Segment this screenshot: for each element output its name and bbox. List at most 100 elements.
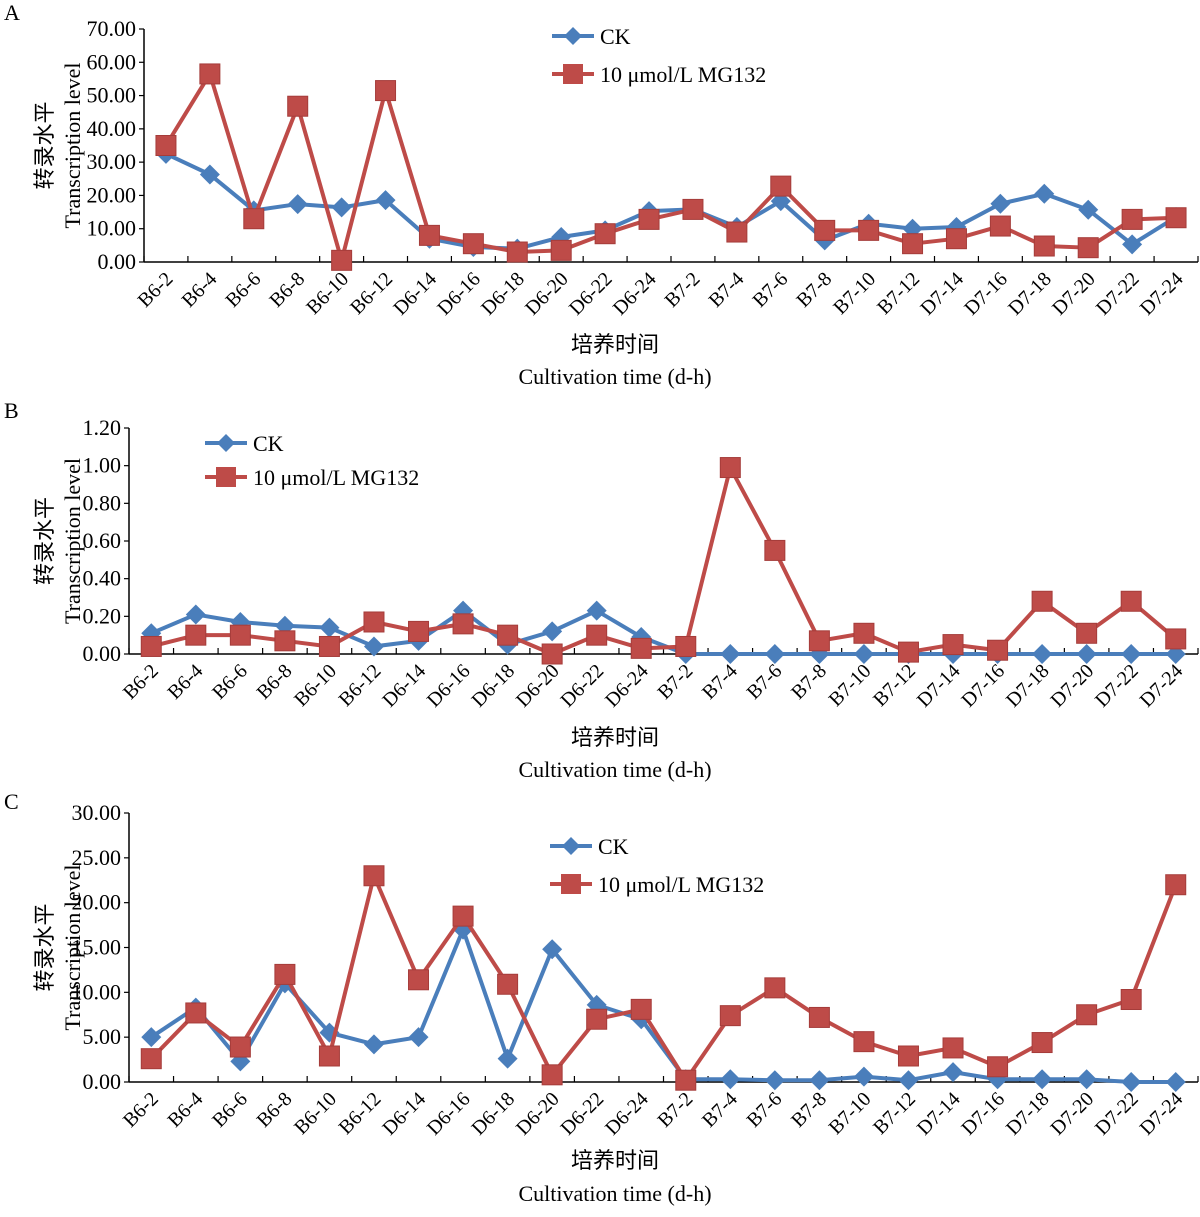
data-point-diamond	[199, 164, 220, 185]
data-point-square	[1165, 628, 1187, 650]
y-tick-label: 0.00	[83, 1069, 122, 1094]
legend-square-marker	[216, 467, 236, 487]
data-point-diamond	[363, 636, 384, 657]
data-point-diamond	[363, 1034, 384, 1055]
x-tick-label: D7-16	[957, 660, 1009, 712]
panel-label: A	[4, 0, 20, 25]
legend-square-marker	[561, 874, 581, 894]
data-point-square	[375, 80, 397, 102]
x-tick-label: B7-6	[743, 660, 787, 704]
data-point-square	[1077, 237, 1099, 259]
data-point-square	[719, 1005, 741, 1027]
x-tick-label: B7-2	[661, 268, 705, 312]
x-tick-label: B6-10	[290, 660, 341, 711]
x-axis-title-cn: 培养时间	[571, 332, 659, 357]
x-tick-label: D6-22	[557, 1088, 609, 1140]
x-tick-label: D6-22	[557, 660, 609, 712]
x-tick-label: B7-8	[787, 1088, 831, 1132]
x-tick-label: D6-18	[467, 660, 519, 712]
x-tick-label: D7-22	[1091, 660, 1143, 712]
data-point-square	[675, 1069, 697, 1091]
x-tick-label: B6-4	[164, 660, 208, 704]
data-point-square	[274, 963, 296, 985]
x-tick-label: D7-22	[1092, 268, 1144, 320]
x-axis-title: Cultivation time (d-h)	[518, 1181, 711, 1206]
series-mg132	[140, 457, 1187, 665]
x-tick-label: D7-18	[1002, 660, 1054, 712]
x-tick-label: B7-12	[873, 268, 924, 319]
data-point-diamond	[943, 1062, 964, 1083]
data-point-square	[726, 221, 748, 243]
y-tick-label: 30.00	[72, 800, 122, 825]
data-point-square	[185, 1002, 207, 1024]
x-tick-label: B7-4	[705, 268, 749, 312]
data-point-square	[897, 1045, 919, 1067]
data-point-diamond	[1034, 183, 1055, 204]
data-point-square	[630, 637, 652, 659]
data-point-square	[902, 233, 924, 255]
y-axis-title-cn: 转录水平	[32, 497, 57, 585]
data-point-square	[942, 634, 964, 656]
data-point-square	[550, 239, 572, 261]
y-tick-label: 20.00	[72, 890, 122, 915]
data-point-square	[1120, 989, 1142, 1011]
data-point-square	[719, 457, 741, 479]
y-tick-label: 0.00	[83, 641, 122, 666]
x-tick-label: B6-10	[302, 268, 353, 319]
data-point-diamond	[1078, 199, 1099, 220]
x-tick-label: D6-16	[423, 660, 475, 712]
y-tick-label: 15.00	[72, 935, 122, 960]
y-axis-title-cn: 转录水平	[32, 903, 57, 991]
x-axis-title-cn: 培养时间	[571, 1148, 659, 1173]
data-point-square	[452, 613, 474, 635]
x-tick-label: B6-2	[119, 660, 163, 704]
data-point-square	[140, 1048, 162, 1070]
data-point-square	[858, 219, 880, 241]
data-point-square	[274, 630, 296, 652]
legend: CK 10 μmol/L MG132	[550, 834, 764, 897]
data-point-square	[808, 1006, 830, 1028]
data-point-square	[586, 1008, 608, 1030]
x-tick-label: D7-24	[1136, 1088, 1188, 1140]
data-point-square	[853, 1031, 875, 1053]
data-point-diamond	[809, 1070, 830, 1091]
data-point-diamond	[853, 644, 874, 664]
data-point-square	[897, 641, 919, 663]
data-point-diamond	[1032, 644, 1053, 664]
legend-label: CK	[598, 834, 629, 859]
data-point-square	[764, 977, 786, 999]
y-tick-label: 50.00	[87, 83, 137, 108]
data-point-square	[199, 63, 221, 85]
series-line	[165, 152, 1178, 251]
x-tick-label: D6-16	[433, 268, 485, 320]
data-point-square	[1076, 1004, 1098, 1026]
data-point-square	[1031, 590, 1053, 612]
data-point-square	[497, 973, 519, 995]
x-tick-label: B6-12	[335, 660, 386, 711]
legend-label: 10 μmol/L MG132	[600, 62, 766, 87]
x-tick-label: B7-8	[792, 268, 836, 312]
x-axis-title: Cultivation time (d-h)	[518, 757, 711, 782]
data-point-diamond	[586, 600, 607, 621]
data-point-diamond	[1032, 1069, 1053, 1090]
chart-panel-a: A 0.00 10.00 20.00 30.00 40.00 50.00 60.00 70.00…	[4, 0, 1199, 389]
x-tick-label: D7-14	[916, 268, 968, 320]
x-tick-label: B6-8	[265, 268, 309, 312]
x-tick-label: D6-14	[389, 268, 441, 320]
x-tick-label: B7-8	[787, 660, 831, 704]
data-point-diamond	[408, 1027, 429, 1048]
data-point-diamond	[497, 1048, 518, 1069]
data-point-square	[506, 241, 528, 263]
x-tick-label: D7-20	[1046, 1088, 1098, 1140]
data-point-square	[770, 175, 792, 197]
x-tick-label: B7-6	[748, 268, 792, 312]
data-point-diamond	[720, 1069, 741, 1090]
data-point-square	[541, 1064, 563, 1086]
legend-diamond-marker	[564, 27, 582, 45]
x-tick-label: D7-16	[957, 1088, 1009, 1140]
x-tick-label: D6-14	[378, 660, 430, 712]
x-tick-label: D6-16	[423, 1088, 475, 1140]
legend-label: 10 μmol/L MG132	[598, 872, 764, 897]
